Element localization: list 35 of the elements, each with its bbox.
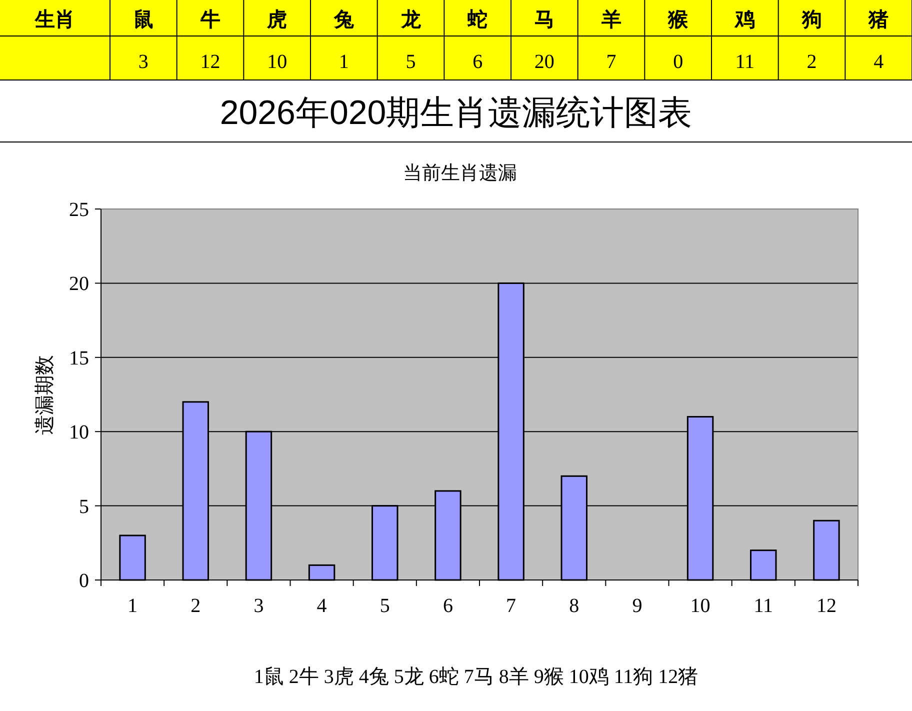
y-axis-title: 遗漏期数 — [34, 355, 56, 435]
text: 4 — [874, 51, 884, 73]
text: 鼠 — [133, 9, 154, 31]
text: 鸡 — [734, 9, 755, 31]
chart-title: 2026年020期生肖遗漏统计图表 — [220, 94, 692, 132]
text: 20 — [534, 51, 554, 73]
text: 虎 — [266, 9, 288, 31]
text: 6 — [472, 51, 483, 73]
text: 蛇 — [466, 9, 488, 31]
text: 11 — [735, 51, 755, 73]
y-tick-label: 5 — [79, 496, 89, 518]
text: 狗 — [800, 9, 822, 31]
text: 5 — [406, 51, 416, 73]
text: 0 — [673, 51, 684, 73]
y-tick-label: 20 — [69, 273, 89, 296]
text: 猴 — [667, 9, 690, 31]
text: 2 — [806, 51, 817, 73]
text: 马 — [534, 9, 554, 31]
text: 牛 — [199, 9, 220, 31]
text: 生肖 — [34, 9, 75, 31]
y-tick-label: 25 — [69, 199, 89, 221]
text: 兔 — [332, 9, 355, 31]
y-tick-label: 15 — [69, 347, 89, 370]
y-tick-label: 0 — [79, 570, 89, 592]
text: 1 — [338, 51, 349, 73]
text: 10 — [267, 51, 288, 73]
text: 7 — [606, 51, 616, 73]
text: 羊 — [600, 9, 622, 31]
text: 1鼠 2牛 3虎 4兔 5龙 6蛇 7马 8羊 9猴 10鸡 11狗 12猪 — [254, 666, 698, 688]
y-tick-label: 10 — [69, 422, 89, 444]
text: 龙 — [400, 9, 422, 31]
text: 3 — [138, 51, 148, 73]
text: 猪 — [868, 9, 889, 31]
chart-subtitle: 当前生肖遗漏 — [403, 163, 517, 184]
text: 12 — [200, 51, 220, 73]
